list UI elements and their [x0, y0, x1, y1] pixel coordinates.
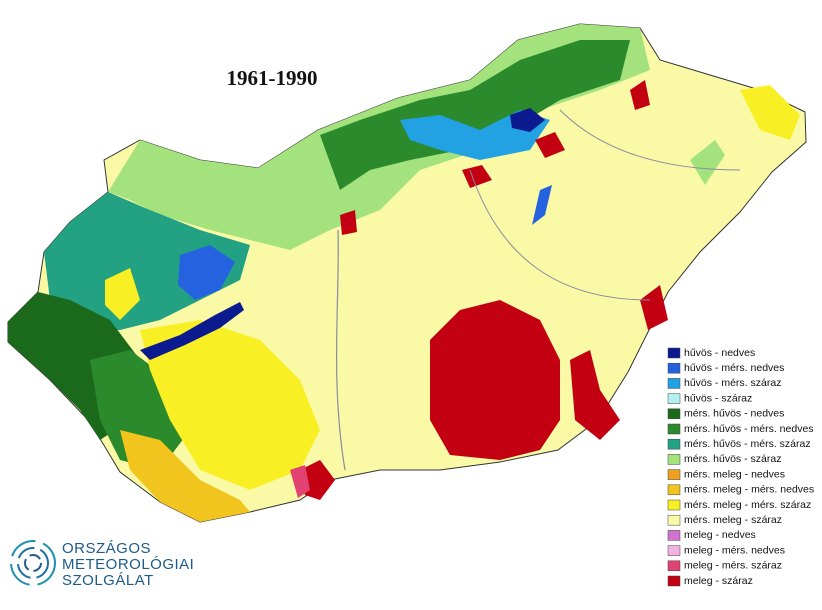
- legend-swatch: [667, 393, 681, 404]
- logo-text: METEOROLÓGIAI: [62, 556, 194, 573]
- legend-swatch: [667, 575, 681, 587]
- logo-ring: [17, 547, 49, 579]
- legend-swatch: [667, 362, 681, 374]
- climate-region: [532, 185, 552, 225]
- legend-label: mérs. meleg - mérs. nedves: [684, 484, 814, 496]
- climate-region: [340, 210, 357, 235]
- logo-ring: [10, 540, 56, 586]
- climate-region: [105, 268, 140, 320]
- legend-label: mérs. hűvös - száraz: [684, 453, 781, 465]
- climate-region: [320, 40, 630, 190]
- legend-swatch: [667, 484, 681, 496]
- legend-label: mérs. meleg - nedves: [684, 468, 785, 480]
- legend-swatch: [667, 560, 681, 572]
- legend-swatch: [667, 514, 681, 526]
- climate-region: [535, 132, 565, 158]
- climate-region: [690, 140, 725, 185]
- logo: ORSZÁGOS METEOROLÓGIAI SZOLGÁLAT: [10, 540, 194, 589]
- legend: hűvös - nedves hűvös - mérs. nedves hűvös …: [667, 347, 814, 587]
- map-regions: [7, 23, 807, 523]
- legend-swatch: [667, 545, 681, 556]
- legend-swatch: [667, 408, 681, 420]
- climate-region: [640, 285, 668, 330]
- legend-label: meleg - nedves: [684, 529, 756, 541]
- legend-label: meleg - száraz: [684, 575, 753, 587]
- legend-swatch: [667, 423, 681, 435]
- legend-swatch: [667, 347, 681, 359]
- legend-label: mérs. hűvös - mérs. nedves: [684, 423, 814, 435]
- legend-swatch: [667, 469, 681, 480]
- logo-text: SZOLGÁLAT: [62, 572, 154, 589]
- legend-label: mérs. hűvös - mérs. száraz: [684, 438, 811, 450]
- legend-label: hűvös - száraz: [684, 392, 752, 404]
- river: [469, 169, 651, 301]
- river: [335, 229, 346, 471]
- logo-ring: [24, 554, 42, 572]
- legend-swatch: [667, 378, 681, 389]
- climate-region: [140, 320, 320, 490]
- logo-text: ORSZÁGOS: [62, 540, 151, 557]
- climate-region: [140, 302, 244, 360]
- climate-region: [570, 350, 620, 440]
- climate-region: [740, 85, 800, 140]
- climate-region: [290, 465, 310, 498]
- legend-swatch: [667, 530, 681, 541]
- climate-region: [462, 165, 492, 188]
- climate-region: [178, 245, 235, 300]
- legend-label: hűvös - mérs. nedves: [684, 362, 784, 374]
- climate-region: [430, 300, 560, 460]
- climate-region: [120, 430, 250, 522]
- legend-label: mérs. meleg - száraz: [684, 514, 782, 526]
- map-title: 1961-1990: [227, 66, 318, 90]
- climate-region: [510, 108, 545, 132]
- legend-label: mérs. meleg - mérs. száraz: [684, 499, 811, 511]
- legend-label: hűvös - mérs. száraz: [684, 377, 781, 389]
- legend-swatch: [667, 454, 681, 465]
- legend-label: meleg - mérs. nedves: [684, 544, 785, 556]
- legend-label: mérs. hűvös - nedves: [684, 408, 784, 420]
- legend-label: hűvös - nedves: [684, 347, 755, 359]
- climate-region: [630, 80, 650, 110]
- river: [559, 109, 741, 171]
- legend-swatch: [667, 499, 681, 511]
- legend-swatch: [667, 438, 681, 450]
- legend-label: meleg - mérs. száraz: [684, 560, 782, 572]
